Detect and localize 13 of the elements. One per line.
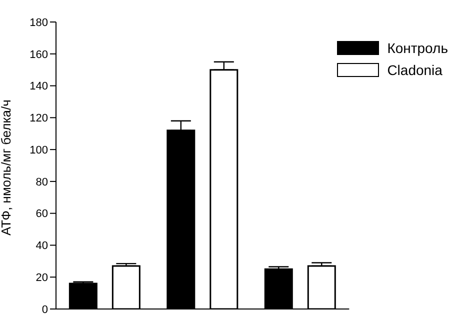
y-tick-label: 80	[36, 176, 48, 188]
y-tick-label: 180	[30, 16, 48, 29]
y-tick-label: 20	[36, 272, 48, 284]
legend-label: Cladonia	[387, 62, 442, 78]
y-tick-label: 140	[30, 80, 48, 93]
y-tick-label: 40	[36, 240, 48, 252]
y-axis-title: АТФ, нмоль/мг белка/ч	[0, 100, 14, 236]
y-tick-label: 60	[36, 208, 48, 220]
y-tick-label: 120	[30, 112, 48, 125]
legend-label: Контроль	[387, 40, 448, 56]
y-tick-label: 160	[30, 48, 48, 61]
y-tick-label: 100	[30, 144, 48, 156]
y-tick-label: 0	[42, 304, 48, 316]
